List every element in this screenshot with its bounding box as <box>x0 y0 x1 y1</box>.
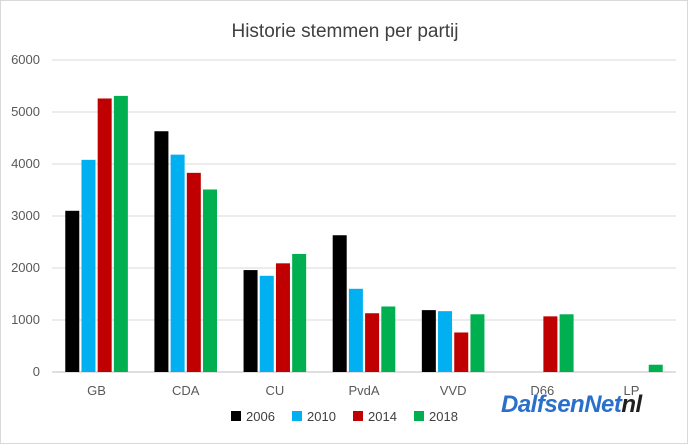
legend-swatch-2010 <box>292 411 302 421</box>
bar-cda-2014 <box>186 172 201 372</box>
bars <box>65 95 663 372</box>
legend-label-2006: 2006 <box>246 409 275 424</box>
y-tick-label: 4000 <box>11 156 40 171</box>
bar-cu-2010 <box>259 275 274 372</box>
bar-lp-2018 <box>648 364 663 372</box>
legend-swatch-2014 <box>353 411 363 421</box>
x-tick-label: LP <box>623 383 639 398</box>
x-tick-label: PvdA <box>348 383 379 398</box>
bar-vvd-2006 <box>421 310 436 372</box>
bar-vvd-2014 <box>454 332 469 372</box>
y-tick-label: 2000 <box>11 260 40 275</box>
y-axis-ticks: 0 1000 2000 3000 4000 5000 6000 <box>11 52 40 379</box>
x-tick-label: CDA <box>172 383 200 398</box>
bar-cu-2018 <box>292 253 307 372</box>
chart-title: Historie stemmen per partij <box>231 21 458 42</box>
y-tick-label: 1000 <box>11 312 40 327</box>
x-axis-ticks: GB CDA CU PvdA VVD D66 LP <box>87 383 639 398</box>
dalfsennet-logo: DalfsenNetnl <box>501 391 642 418</box>
bar-cu-2014 <box>275 263 290 372</box>
gridlines <box>52 59 676 373</box>
bar-pvda-2018 <box>381 306 396 372</box>
bar-d66-2018 <box>559 314 574 372</box>
bar-pvda-2006 <box>332 235 347 372</box>
bar-d66-2014 <box>543 316 558 372</box>
legend-swatch-2006 <box>231 411 241 421</box>
x-tick-label: VVD <box>440 383 467 398</box>
legend: 2006 2010 2014 2018 <box>231 409 458 424</box>
bar-vvd-2018 <box>470 314 485 372</box>
bar-gb-2006 <box>65 210 80 372</box>
bar-pvda-2010 <box>348 288 363 372</box>
legend-label-2014: 2014 <box>368 409 397 424</box>
y-tick-label: 6000 <box>11 52 40 67</box>
bar-gb-2018 <box>113 95 128 372</box>
bar-gb-2010 <box>81 159 96 372</box>
x-tick-label: CU <box>265 383 284 398</box>
bar-cu-2006 <box>243 270 258 372</box>
x-tick-label: D66 <box>530 383 554 398</box>
legend-label-2010: 2010 <box>307 409 336 424</box>
y-tick-label: 5000 <box>11 104 40 119</box>
bar-cda-2010 <box>170 154 185 372</box>
legend-label-2018: 2018 <box>429 409 458 424</box>
bar-cda-2018 <box>203 189 218 372</box>
bar-gb-2014 <box>97 98 112 372</box>
bar-vvd-2010 <box>438 311 453 372</box>
bar-pvda-2014 <box>365 313 380 372</box>
y-tick-label: 3000 <box>11 208 40 223</box>
legend-swatch-2018 <box>414 411 424 421</box>
bar-cda-2006 <box>154 131 169 372</box>
x-tick-label: GB <box>87 383 106 398</box>
y-tick-label: 0 <box>33 364 40 379</box>
